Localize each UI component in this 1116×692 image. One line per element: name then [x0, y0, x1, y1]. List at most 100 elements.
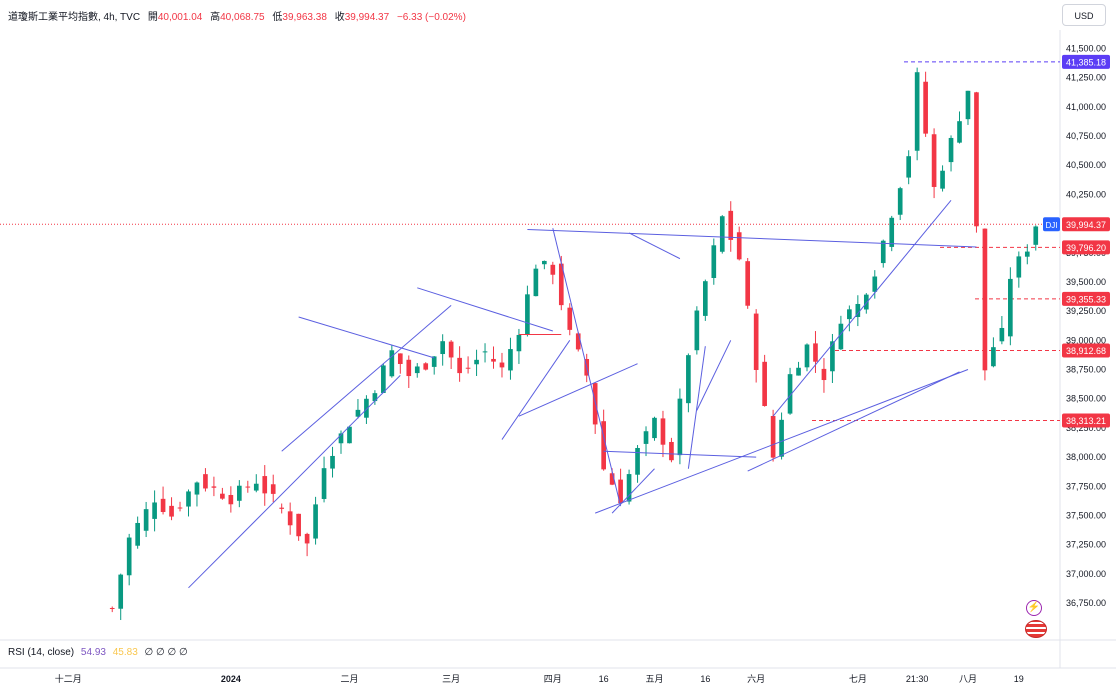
candle-body: [906, 156, 912, 178]
price-tick-label: 39,500.00: [1066, 277, 1106, 287]
candle-body: [770, 415, 776, 458]
price-tick-label: 41,000.00: [1066, 102, 1106, 112]
candle-body: [533, 268, 539, 297]
time-tick-label: 四月: [544, 674, 562, 684]
horizontal-levels: [0, 61, 1060, 422]
candle-body: [457, 357, 462, 374]
price-tag-label: 38,313.21: [1066, 416, 1106, 426]
candle-body: [609, 473, 615, 485]
price-tick-label: 39,250.00: [1066, 306, 1106, 316]
candle-body: [499, 362, 505, 368]
candle-body: [855, 303, 861, 317]
time-axis: 十二月 2024 二月 三月 四月 16 五月 16 六月 七月 21:30 八月 19: [55, 673, 1024, 684]
candle-body: [982, 228, 988, 371]
candle-body: [177, 507, 183, 509]
candle-body: [923, 81, 928, 134]
candle-body: [389, 350, 395, 377]
candle-body: [287, 511, 293, 526]
candle-body: [847, 309, 852, 320]
high-label: 高: [210, 12, 221, 23]
candle-body: [787, 374, 793, 414]
candle-body: [270, 484, 276, 494]
price-tick-label: 37,500.00: [1066, 510, 1106, 520]
price-tick-label: 41,500.00: [1066, 44, 1106, 54]
trendline: [281, 304, 452, 452]
price-tick-label: 37,250.00: [1066, 540, 1106, 550]
candle-body: [1024, 251, 1030, 257]
trendline: [628, 232, 681, 260]
price-tick-label: 39,000.00: [1066, 335, 1106, 345]
candle-body: [796, 367, 801, 376]
candle-body: [465, 367, 471, 369]
price-tag-label: 41,385.18: [1066, 57, 1106, 67]
candle-body: [211, 486, 217, 488]
candle-body: [618, 479, 623, 504]
candle-body: [974, 92, 979, 227]
low-value: 39,963.38: [282, 12, 327, 23]
price-tag-box: [1062, 54, 1110, 69]
candle-body: [880, 240, 886, 264]
candle-body: [660, 418, 666, 445]
candle-body: [338, 433, 344, 444]
candle-body: [804, 344, 810, 368]
price-tag-box: [1062, 217, 1110, 232]
candle-body: [728, 210, 734, 240]
candle-body: [126, 537, 132, 576]
close-value: 39,994.37: [344, 12, 390, 23]
candle-body: [355, 409, 361, 417]
candle-body: [830, 341, 835, 372]
price-tick-label: 38,000.00: [1066, 452, 1106, 462]
price-tag-box: [1062, 240, 1110, 255]
time-tick-label: 21:30: [906, 674, 929, 684]
trendline: [552, 228, 622, 507]
candle-body: [635, 447, 640, 475]
candle-body: [745, 261, 751, 306]
time-tick-label: 五月: [645, 674, 663, 684]
candle-body: [626, 474, 632, 502]
price-tick-label: 38,250.00: [1066, 423, 1106, 433]
candle-body: [575, 333, 581, 350]
candle-body: [203, 474, 208, 489]
currency-button[interactable]: USD: [1062, 4, 1106, 26]
trendline: [501, 340, 571, 440]
candle-body: [253, 483, 259, 491]
price-tag-label: 38,912.68: [1066, 346, 1106, 356]
candle-body: [686, 355, 691, 404]
price-tag-label: 39,994.37: [1066, 220, 1106, 230]
candle-body: [236, 485, 242, 501]
rsi-empty-values: ∅ ∅ ∅ ∅: [144, 647, 188, 658]
candle-body: [914, 72, 920, 151]
candle-body: [109, 607, 115, 609]
candle-body: [304, 533, 310, 544]
time-tick-label: 16: [700, 674, 710, 684]
candle-body: [813, 343, 818, 362]
price-tick-label: 40,750.00: [1066, 131, 1106, 141]
trendline: [747, 371, 960, 472]
candle-body: [491, 358, 496, 362]
us-flag-icon[interactable]: [1025, 620, 1047, 638]
lightning-icon[interactable]: ⚡: [1026, 600, 1042, 616]
chart-grid: [0, 30, 1116, 669]
candle-body: [347, 426, 352, 444]
symbol-tag-box: [1043, 217, 1060, 232]
trendline: [527, 228, 977, 248]
candle-body: [957, 121, 962, 143]
candle-body: [542, 260, 547, 265]
time-tick-label: 八月: [959, 674, 977, 684]
candle-body: [160, 498, 166, 513]
trendline: [188, 375, 401, 589]
trendline: [611, 468, 655, 514]
candle-body: [991, 347, 996, 367]
candle-body: [474, 359, 479, 365]
candle-body: [948, 137, 954, 163]
candle-body: [753, 313, 759, 370]
candle-body: [262, 476, 268, 494]
candle-body: [330, 455, 335, 469]
candle-body: [669, 441, 674, 461]
time-tick-label: 十二月: [55, 673, 82, 684]
price-tick-label: 38,750.00: [1066, 365, 1106, 375]
candle-body: [601, 421, 606, 470]
time-tick-label: 七月: [849, 674, 867, 684]
candle-body: [838, 323, 844, 350]
